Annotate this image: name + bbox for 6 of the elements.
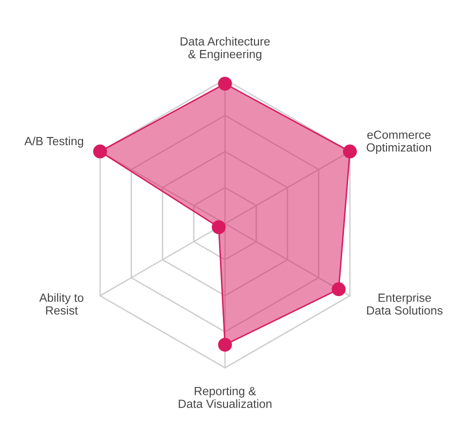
spoke-label: Reporting & Data Visualization [178, 386, 272, 408]
spoke-label: Data Architecture & Engineering [180, 36, 270, 61]
spoke-label: eCommerce Optimization [366, 130, 431, 154]
spoke-label: Ability to Resist [39, 293, 84, 315]
spoke-label: A/B Testing [24, 136, 84, 148]
spoke-label: Enterprise Data Solutions [367, 293, 442, 315]
